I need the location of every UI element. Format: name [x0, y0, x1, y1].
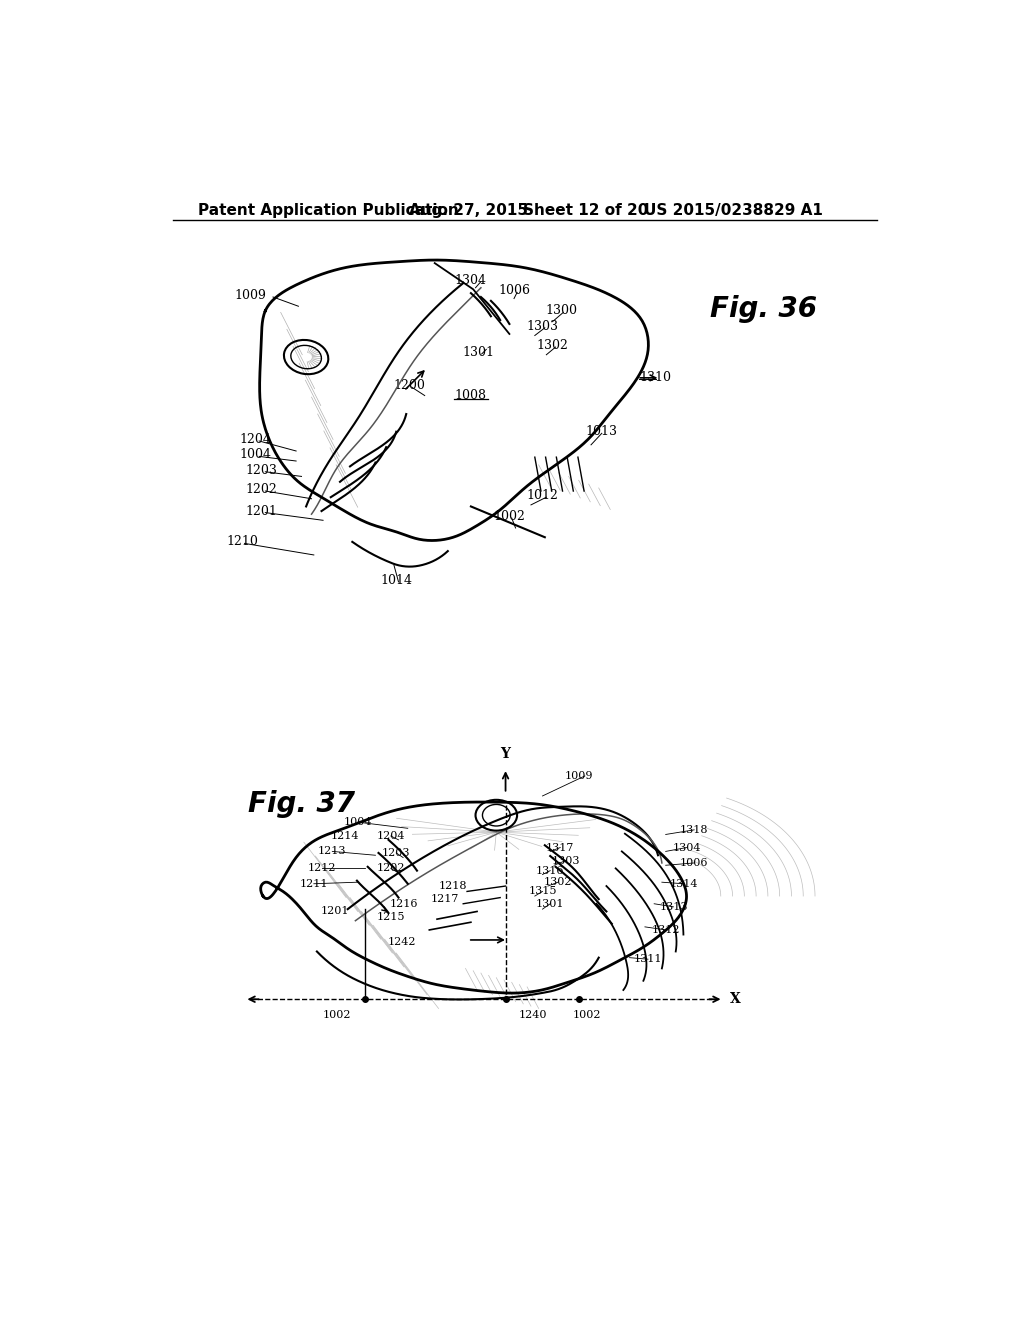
Text: 1304: 1304 [672, 842, 700, 853]
Text: 1212: 1212 [307, 863, 336, 874]
Text: 1315: 1315 [528, 887, 557, 896]
Text: 1006: 1006 [680, 858, 709, 869]
Text: 1217: 1217 [430, 894, 459, 904]
Text: 1012: 1012 [526, 490, 558, 502]
Text: 1301: 1301 [463, 346, 495, 359]
Text: 1004: 1004 [343, 817, 372, 828]
Text: Patent Application Publication: Patent Application Publication [199, 203, 459, 218]
Text: 1311: 1311 [634, 954, 663, 964]
Text: 1014: 1014 [380, 574, 413, 587]
Text: 1204: 1204 [240, 433, 271, 446]
Text: Aug. 27, 2015: Aug. 27, 2015 [410, 203, 528, 218]
Text: 1303: 1303 [526, 319, 558, 333]
Text: 1200: 1200 [393, 379, 425, 392]
Text: 1313: 1313 [659, 902, 688, 912]
Text: 1201: 1201 [246, 504, 278, 517]
Text: US 2015/0238829 A1: US 2015/0238829 A1 [644, 203, 823, 218]
Text: 1300: 1300 [546, 305, 578, 317]
Text: 1304: 1304 [455, 273, 486, 286]
Text: 1303: 1303 [551, 855, 580, 866]
Text: 1312: 1312 [651, 925, 680, 935]
Text: 1214: 1214 [331, 832, 358, 841]
Text: 1216: 1216 [390, 899, 418, 908]
Text: 1202: 1202 [246, 483, 278, 496]
Text: 1213: 1213 [318, 846, 346, 857]
Text: 1006: 1006 [498, 284, 530, 297]
Text: Fig. 36: Fig. 36 [710, 294, 816, 322]
Text: 1008: 1008 [455, 389, 486, 403]
Text: 1009: 1009 [233, 289, 266, 302]
Text: 1242: 1242 [387, 937, 416, 948]
Text: Fig. 37: Fig. 37 [248, 789, 354, 817]
Text: 1004: 1004 [240, 449, 271, 462]
Text: 1002: 1002 [572, 1010, 601, 1019]
Text: 1002: 1002 [494, 510, 525, 523]
Text: 1211: 1211 [300, 879, 328, 888]
Text: 1316: 1316 [536, 866, 564, 875]
Text: 1203: 1203 [246, 463, 278, 477]
Text: 1201: 1201 [321, 907, 349, 916]
Text: 1202: 1202 [377, 863, 406, 874]
Text: Y: Y [501, 747, 511, 760]
Text: 1314: 1314 [669, 879, 697, 888]
Text: X: X [730, 993, 740, 1006]
Text: 1302: 1302 [537, 339, 568, 352]
Text: 1203: 1203 [382, 847, 411, 858]
Text: 1215: 1215 [377, 912, 406, 921]
Text: 1210: 1210 [226, 536, 258, 548]
Text: 1310: 1310 [640, 371, 672, 384]
Text: 1002: 1002 [323, 1010, 351, 1019]
Text: 1317: 1317 [546, 842, 574, 853]
Text: 1204: 1204 [377, 832, 406, 841]
Text: 1009: 1009 [564, 771, 593, 781]
Text: 1318: 1318 [680, 825, 709, 834]
Text: Sheet 12 of 20: Sheet 12 of 20 [523, 203, 648, 218]
Text: 1301: 1301 [536, 899, 564, 908]
Text: 1013: 1013 [586, 425, 617, 438]
Text: 1302: 1302 [544, 878, 572, 887]
Text: 1218: 1218 [438, 880, 467, 891]
Text: 1240: 1240 [518, 1010, 547, 1019]
